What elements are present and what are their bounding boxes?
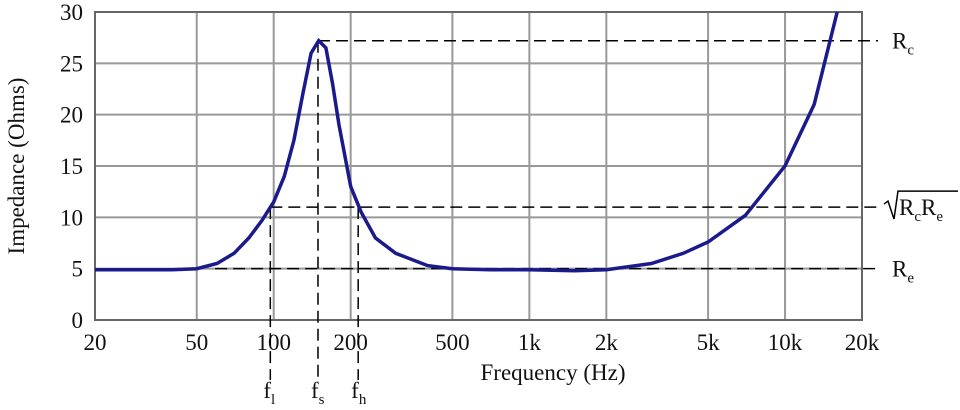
plot-frame — [94, 11, 863, 321]
marker-label: fl — [263, 378, 275, 408]
reference-label: Re — [892, 257, 914, 287]
label-text: R — [899, 195, 915, 220]
label-subscript: c — [914, 209, 921, 225]
label-text: R — [892, 257, 908, 282]
x-tick-label: 50 — [185, 330, 208, 355]
y-tick-label: 25 — [60, 51, 83, 76]
sqrt-sign — [883, 190, 958, 220]
label-text: R — [892, 29, 908, 54]
label-subscript: h — [359, 392, 367, 408]
label-subscript: e — [907, 271, 914, 287]
reference-label: RcRe — [899, 195, 943, 225]
label-subscript: e — [936, 209, 943, 225]
y-tick-label: 30 — [60, 0, 83, 25]
label-text: R — [921, 195, 937, 220]
y-tick-label: 20 — [60, 103, 83, 128]
x-tick-label: 5k — [697, 330, 721, 355]
y-axis-title: Impedance (Ohms) — [4, 78, 29, 255]
x-tick-label: 20 — [84, 330, 107, 355]
y-tick-label: 5 — [72, 257, 84, 282]
label-text: f — [311, 378, 319, 403]
marker-label: fh — [351, 378, 367, 408]
label-subscript: s — [319, 392, 325, 408]
label-text: f — [351, 378, 359, 403]
y-tick-label: 15 — [60, 154, 83, 179]
x-tick-label: 200 — [333, 330, 368, 355]
x-tick-label: 1k — [518, 330, 542, 355]
x-axis-title: Frequency (Hz) — [481, 360, 626, 385]
x-tick-label: 500 — [435, 330, 470, 355]
y-tick-label: 0 — [72, 308, 84, 333]
label-subscript: c — [907, 43, 914, 59]
label-subscript: l — [271, 392, 275, 408]
marker-label: fs — [311, 378, 325, 408]
impedance-curve — [95, 11, 839, 273]
label-text: f — [263, 378, 271, 403]
y-tick-label: 10 — [60, 205, 83, 230]
x-tick-label: 10k — [768, 330, 803, 355]
x-tick-label: 100 — [256, 330, 291, 355]
reference-label: Rc — [892, 29, 914, 59]
x-tick-label: 20k — [845, 330, 880, 355]
x-tick-label: 2k — [595, 330, 619, 355]
